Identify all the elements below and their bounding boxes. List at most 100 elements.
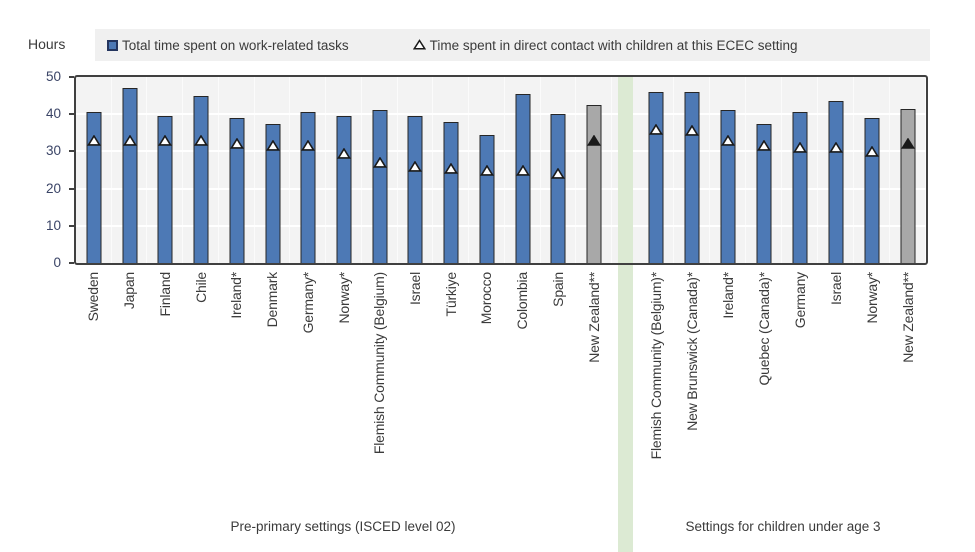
country-bar (864, 117, 880, 263)
country-label: Spain (549, 272, 566, 307)
contact-marker-icon (194, 134, 208, 146)
y-tick-label: 10 (45, 217, 61, 233)
bar-slot (219, 77, 255, 263)
x-label-cell: Japan (112, 272, 148, 516)
country-bar (648, 91, 664, 263)
bar-slot (710, 77, 746, 263)
group-separator-band (618, 77, 633, 552)
country-bar (300, 112, 316, 263)
x-label-cell: Türkiye (433, 272, 469, 516)
country-label: Japan (121, 272, 138, 310)
gridline (76, 187, 926, 190)
bar-slot (674, 77, 710, 263)
bar-slot (112, 77, 148, 263)
country-label: Israel (827, 272, 844, 306)
x-label-cell: Germany* (290, 272, 326, 516)
country-label: Germany (791, 272, 808, 329)
country-label: New Zealand** (899, 272, 916, 363)
contact-marker-icon (721, 134, 735, 146)
group-preprimary-bars (76, 77, 612, 263)
x-label-cell: Norway* (326, 272, 362, 516)
legend-label-total-time: Total time spent on work-related tasks (122, 37, 349, 53)
group-caption-preprimary: Pre-primary settings (ISCED level 02) (230, 519, 456, 534)
x-label-cell: Finland (147, 272, 183, 516)
y-tick-label: 40 (45, 106, 61, 122)
x-label-cell: Germany (782, 272, 818, 516)
legend-item-total-time: Total time spent on work-related tasks (107, 38, 349, 53)
country-label: Ireland* (719, 272, 736, 319)
bar-slot (541, 77, 577, 263)
country-bar (157, 116, 173, 263)
contact-marker-icon (266, 140, 280, 152)
contact-marker-icon (337, 147, 351, 159)
y-tick-label: 30 (45, 143, 61, 159)
bar-slot (818, 77, 854, 263)
x-axis-labels: Sweden Japan Finland Chile Ireland* Denmark Ge… (76, 272, 926, 516)
bar-slot (433, 77, 469, 263)
contact-marker-icon (444, 162, 458, 174)
contact-marker-icon (793, 142, 807, 153)
group-gap (612, 77, 638, 263)
contact-marker-icon (757, 140, 771, 152)
country-label: Morocco (478, 272, 495, 325)
bar-slot (505, 77, 541, 263)
country-label: New Zealand** (585, 272, 602, 363)
x-label-cell: New Zealand** (890, 272, 926, 516)
group-under3-bars (638, 77, 926, 263)
plot-background (74, 75, 928, 265)
country-bar (336, 116, 352, 263)
legend: Total time spent on work-related tasks T… (95, 29, 930, 61)
y-axis-title: Hours (28, 36, 66, 52)
y-axis: 0 10 20 30 40 50 (0, 69, 74, 270)
country-bar (372, 110, 388, 263)
country-bar (684, 91, 700, 263)
contact-marker-icon (230, 138, 244, 150)
x-label-cell: Spain (541, 272, 577, 516)
country-bar (756, 123, 772, 263)
contact-marker-icon (587, 134, 601, 146)
country-label: Ireland* (228, 272, 245, 319)
contact-marker-icon (408, 160, 422, 172)
country-bar (720, 110, 736, 263)
contact-marker-icon (551, 168, 565, 179)
bar-slot (76, 77, 112, 263)
bar-slot (638, 77, 674, 263)
country-label: New Brunswick (Canada)* (683, 272, 700, 431)
country-label: Norway* (863, 272, 880, 324)
country-label: Türkiye (442, 272, 459, 317)
country-bar (479, 134, 495, 263)
gridline (76, 224, 926, 227)
country-bar (900, 108, 916, 263)
gridline (76, 150, 926, 153)
contact-marker-icon (685, 125, 699, 137)
bar-slot (183, 77, 219, 263)
x-label-cell: Israel (398, 272, 434, 516)
y-tick-mark (69, 187, 74, 190)
country-bar (828, 101, 844, 263)
country-bar (86, 112, 102, 263)
x-label-cell: Morocco (469, 272, 505, 516)
group-under3-labels: Flemish Community (Belgium)* New Brunswic… (638, 272, 926, 516)
y-tick-mark (69, 76, 74, 78)
y-tick-mark (69, 262, 74, 264)
bar-slot (362, 77, 398, 263)
bar-slot (147, 77, 183, 263)
bar-slot (746, 77, 782, 263)
x-label-cell: Colombia (505, 272, 541, 516)
contact-marker-icon (649, 123, 663, 135)
plot-inner (76, 77, 926, 263)
bar-slot (255, 77, 291, 263)
y-tick-label: 0 (53, 255, 61, 270)
bar-slot (290, 77, 326, 263)
bar-slot (782, 77, 818, 263)
bar-slot (326, 77, 362, 263)
country-bar (792, 112, 808, 263)
contact-marker-icon (901, 138, 915, 150)
x-label-cell: Sweden (76, 272, 112, 516)
group-caption-under3: Settings for children under age 3 (685, 519, 881, 534)
country-bar (265, 123, 281, 263)
country-label: Flemish Community (Belgium) (371, 272, 388, 455)
country-label: Germany* (299, 272, 316, 334)
country-bar (229, 117, 245, 263)
